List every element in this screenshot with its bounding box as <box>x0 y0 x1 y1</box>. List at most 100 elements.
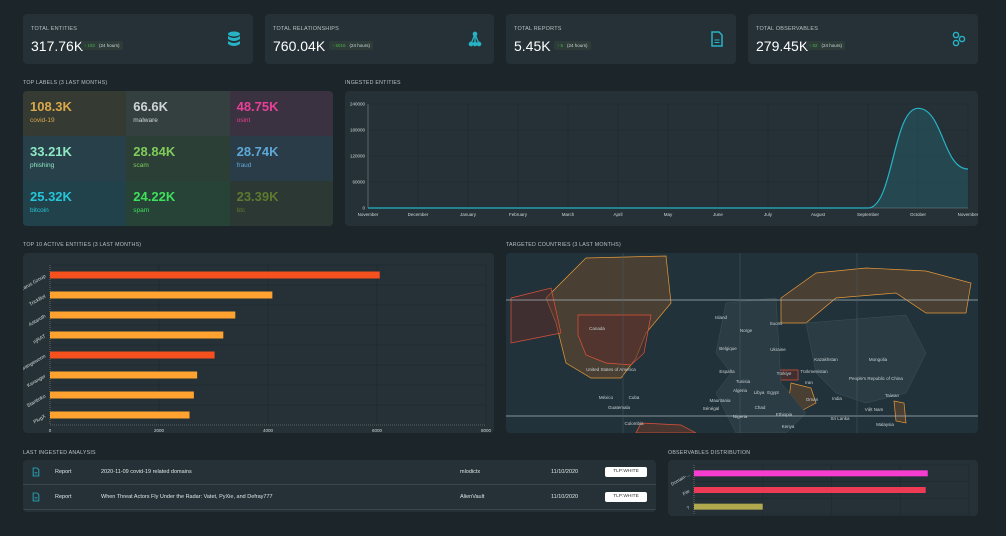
label-tile-osint[interactable]: 48.75K osint <box>229 91 333 136</box>
stat-period: (24 hours) <box>821 43 843 48</box>
hexagon-multiple-icon <box>952 31 966 47</box>
stat-card-total-reports: TOTAL REPORTS 5.45K ↑ 5 (24 hours) <box>506 14 736 64</box>
map-country-label: Ukraine <box>770 347 786 352</box>
ingested-entities-panel: November December January February March Apri… <box>345 91 979 226</box>
area-line <box>368 107 969 209</box>
stat-delta-value: 82 <box>812 43 818 48</box>
y-tick-label: 180000 <box>350 128 366 133</box>
europe-africa-shape <box>715 297 807 433</box>
observables-chart: Domain-...File? <box>670 464 970 516</box>
label-name: scam <box>133 162 149 169</box>
bar[interactable] <box>50 271 380 279</box>
map-country-label: Taiwan <box>885 393 900 398</box>
x-tick-label: 0 <box>49 428 52 433</box>
targeted-countries-title: TARGETED COUNTRIES (3 LAST MONTHS) <box>506 242 621 248</box>
map-country-label: United States of America <box>586 367 636 372</box>
map-country-label: Algeria <box>733 388 748 393</box>
bar[interactable] <box>50 411 190 419</box>
map-country-label: Kazakhstan <box>814 357 838 362</box>
map-country-label: Belgique <box>719 346 737 351</box>
label-name: covid-19 <box>30 117 55 124</box>
stat-delta-value: 5 <box>560 43 564 48</box>
marking-badge: TLP:WHITE <box>605 467 647 477</box>
y-tick-label: 240000 <box>350 102 366 107</box>
stat-title: TOTAL ENTITIES <box>31 26 78 32</box>
top-labels-title: TOP LABELS (3 LAST MONTHS) <box>23 80 108 86</box>
bar[interactable] <box>50 371 198 379</box>
report-icon <box>32 492 40 504</box>
label-tile-spam[interactable]: 24.22K spam <box>126 181 230 226</box>
stat-delta: ↑ 5 (24 hours) <box>554 41 591 50</box>
y-tick-label: Orangeworm <box>23 354 47 374</box>
label-tile-fraud[interactable]: 28.74K fraud <box>229 136 333 181</box>
label-count: 108.3K <box>30 99 72 114</box>
bar[interactable] <box>694 503 763 510</box>
bar[interactable] <box>50 391 194 399</box>
stat-period: (24 hours) <box>567 43 588 48</box>
map-country-label: Türkiye <box>777 371 792 376</box>
ingested-entities-title: INGESTED ENTITIES <box>345 80 401 86</box>
graph-icon <box>468 31 482 47</box>
bar[interactable] <box>50 351 215 359</box>
bar[interactable] <box>50 331 224 339</box>
stat-period: (24 hours) <box>349 43 371 48</box>
label-count: 48.75K <box>236 99 279 114</box>
label-name: osint <box>236 117 251 124</box>
description-icon <box>710 31 724 47</box>
label-tile-malware[interactable]: 66.6K malware <box>126 91 230 136</box>
targeted-countries-map[interactable]: Island Suomi Norge Canada United States of A… <box>506 253 978 433</box>
y-tick-label: Lazarus Group <box>23 273 47 295</box>
bar[interactable] <box>50 291 273 299</box>
analysis-row[interactable]: Report When Threat Actors Fly Under the … <box>23 485 656 510</box>
y-tick-label: Stantinko <box>26 393 47 409</box>
bar[interactable] <box>50 311 236 319</box>
bar[interactable] <box>694 487 926 493</box>
x-tick-label: 2000 <box>154 428 165 433</box>
y-tick-label: 60000 <box>352 180 365 185</box>
label-tile-bitcoin[interactable]: 25.32K bitcoin <box>23 181 127 226</box>
x-tick-label: June <box>713 212 723 217</box>
alaska-shape <box>510 287 562 344</box>
report-author: AlienVault <box>460 494 485 500</box>
last-analysis-list: Report 2020-11-09 covid-19 related domai… <box>23 460 656 512</box>
y-tick-label: File <box>682 488 691 496</box>
y-tick-label: TrickBot <box>28 293 47 308</box>
label-name: phishing <box>30 162 55 169</box>
observables-panel: Domain-... File? <box>668 460 978 516</box>
label-tile-btc[interactable]: 23.39K btc <box>229 181 333 226</box>
map-country-label: Malaysia <box>876 422 894 427</box>
map-country-label: Cuba <box>629 395 640 400</box>
map-country-label: Libya <box>754 390 765 395</box>
stat-period: (24 hours) <box>99 43 120 48</box>
label-name: btc <box>236 207 246 214</box>
map-country-label: Sri Lanka <box>830 416 850 421</box>
map-country-label: Türkmenistan <box>800 369 828 374</box>
bar[interactable] <box>694 470 928 477</box>
label-count: 24.22K <box>133 189 176 204</box>
stat-delta: ↑ 82 (24 hours) <box>806 41 846 50</box>
label-tile-phishing[interactable]: 33.21K phishing <box>23 136 127 181</box>
label-tile-covid-19[interactable]: 108.3K covid-19 <box>23 91 127 136</box>
y-tick-label: Astaroth <box>28 313 47 328</box>
analysis-row[interactable]: Report 2020-11-09 covid-19 related domai… <box>23 460 656 485</box>
x-tick-label: November <box>358 212 379 217</box>
label-tile-scam[interactable]: 28.84K scam <box>126 136 230 181</box>
map-country-label: Iran <box>805 380 813 385</box>
map-country-label: Ethiopia <box>776 412 793 417</box>
x-tick-label: 8000 <box>481 428 492 433</box>
y-tick-label: 0 <box>362 206 365 211</box>
label-name: malware <box>133 117 158 124</box>
top-entities-panel: 0 2000 4000 6000 8000 Lazarus Group TrickBot As… <box>15 253 494 433</box>
label-count: 25.32K <box>30 189 72 204</box>
stat-title: TOTAL RELATIONSHIPS <box>273 26 339 32</box>
usa-shape <box>577 314 652 366</box>
map-country-label: Nigeria <box>733 414 748 419</box>
y-tick-label: Domain-... <box>670 472 690 487</box>
y-tick-label: 120000 <box>350 154 366 159</box>
y-tick-label: Keranger <box>26 373 47 389</box>
x-tick-label: March <box>562 212 575 217</box>
label-count: 28.84K <box>133 144 176 159</box>
stat-delta: ↑ 5016 (24 hours) <box>329 41 374 50</box>
map-country-label: Mauritania <box>709 398 731 403</box>
map-country-label: Colombia <box>624 421 644 426</box>
